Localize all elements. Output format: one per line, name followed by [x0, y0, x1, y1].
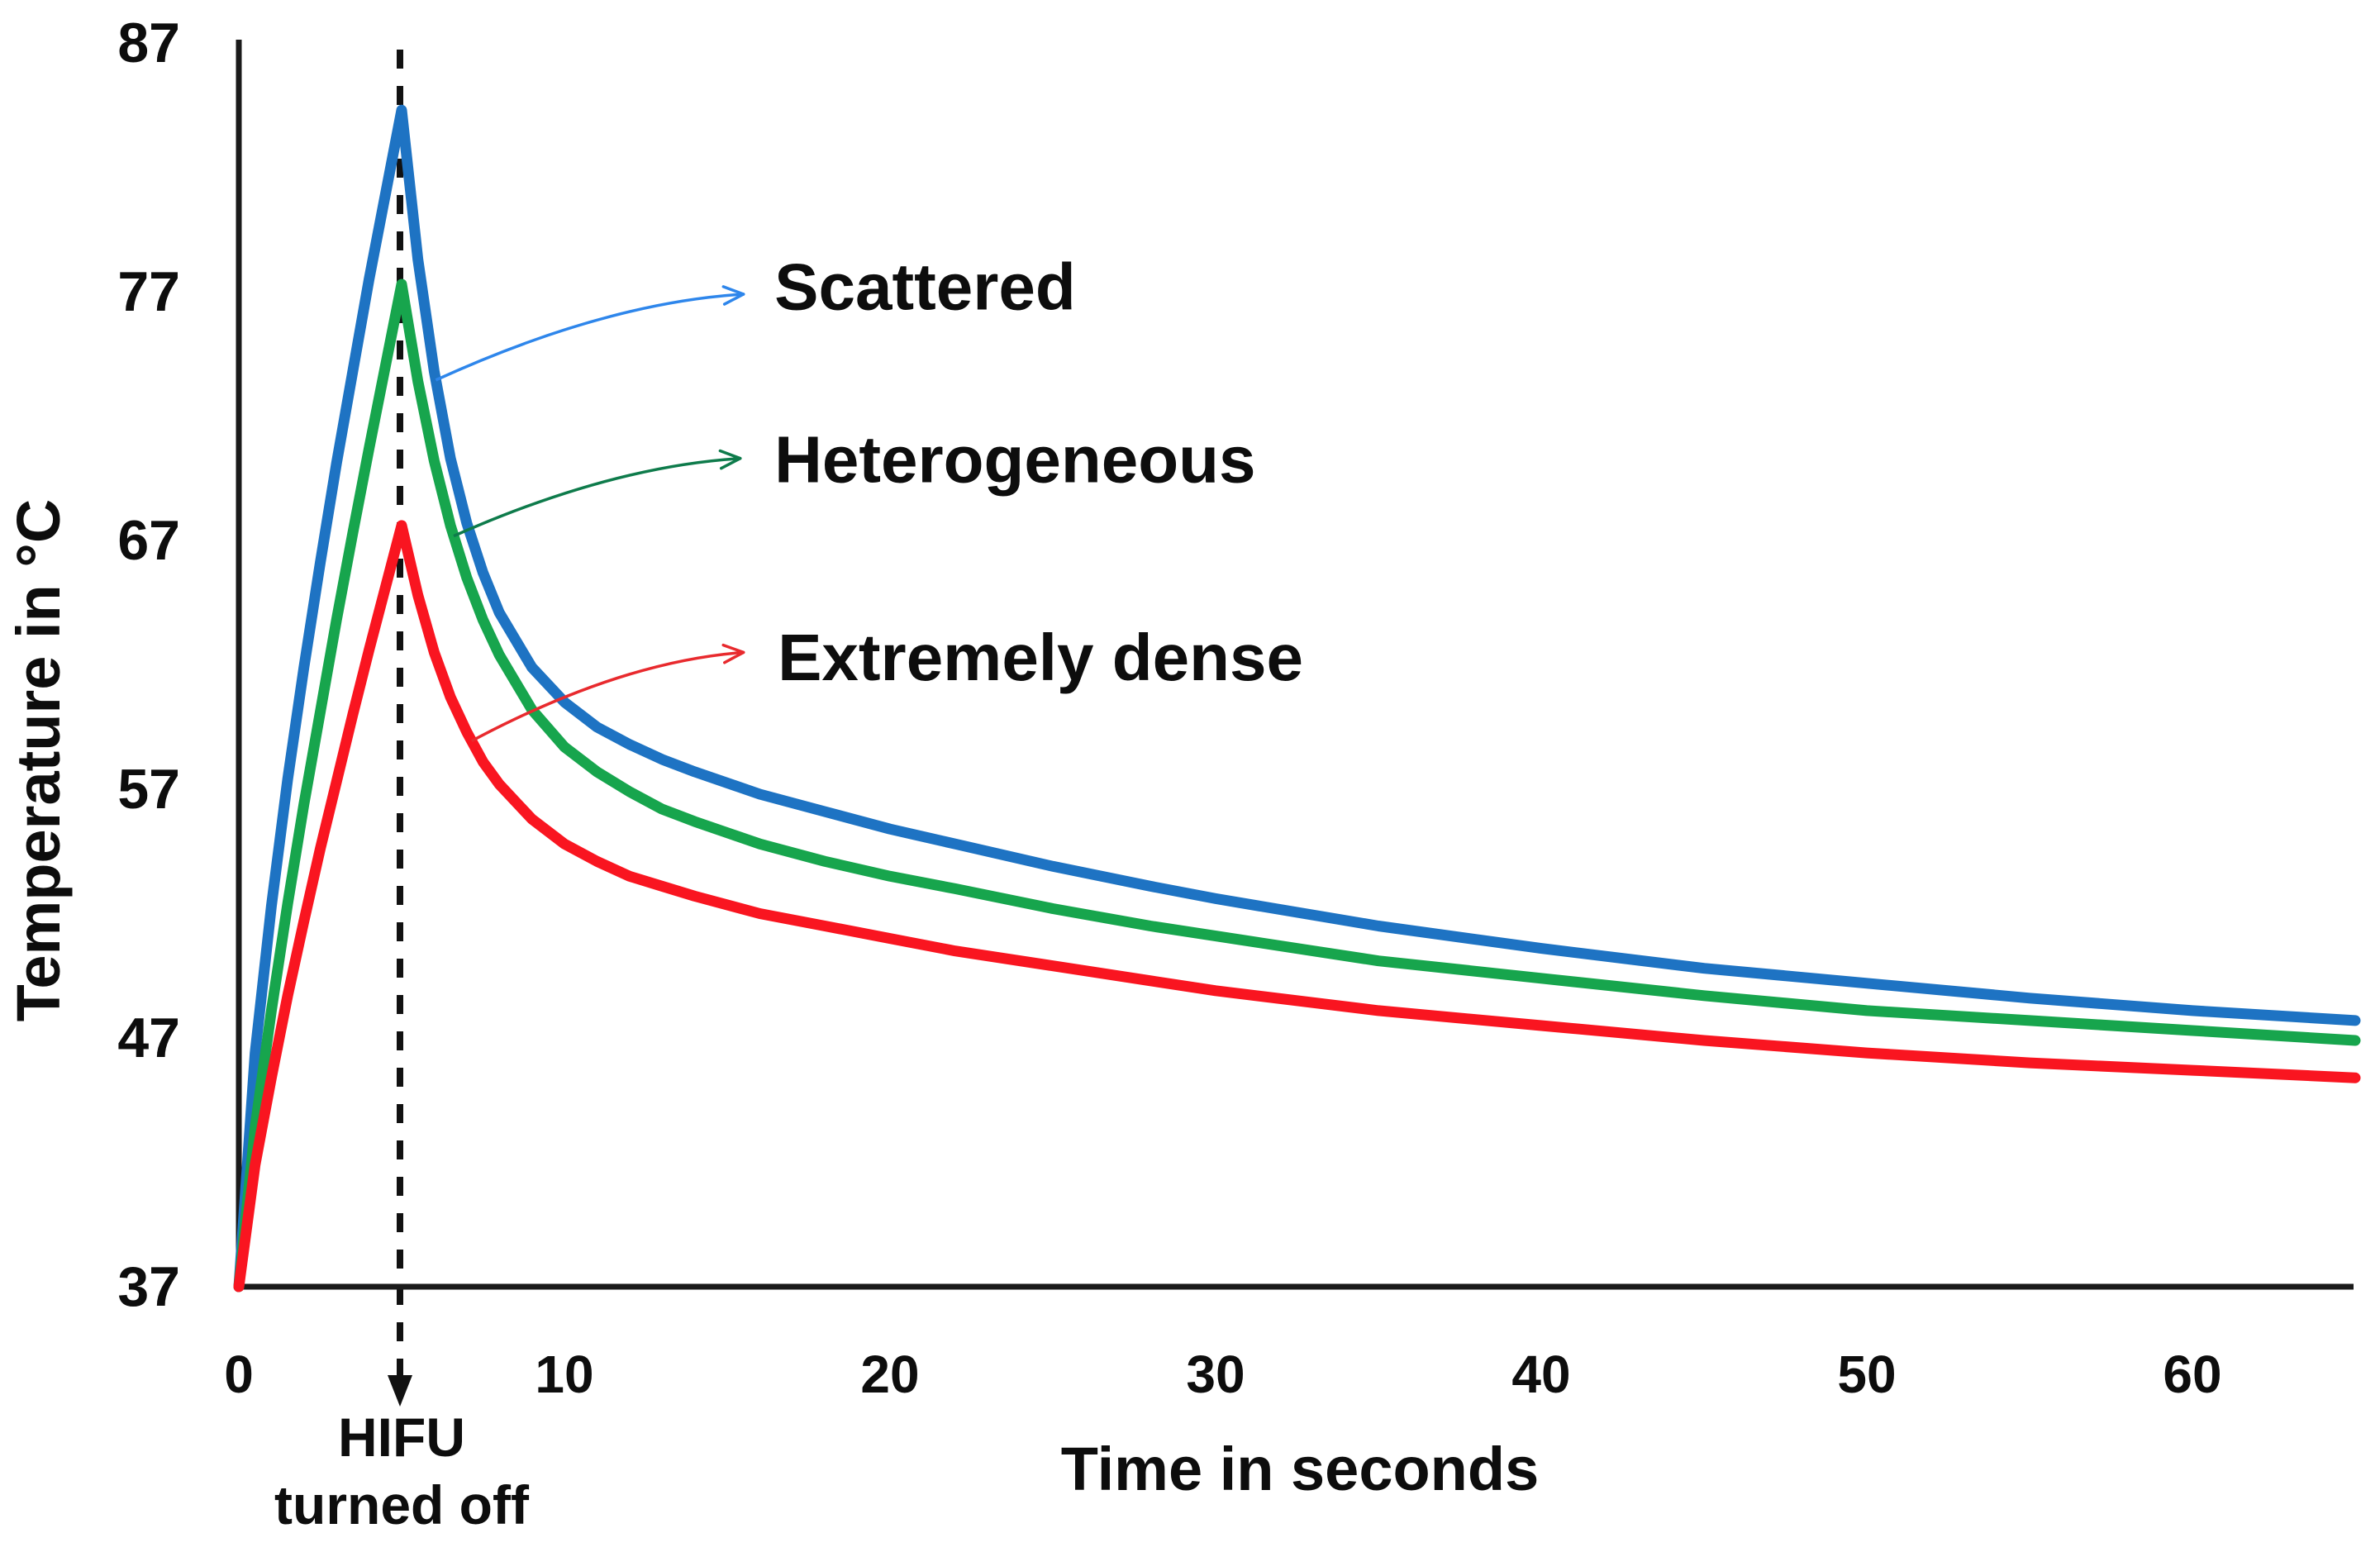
y-tick-label-67: 67 — [117, 509, 180, 572]
callout-arrow-scattered — [435, 293, 744, 382]
x-tick-label-0: 0 — [224, 1345, 254, 1404]
y-tick-label-47: 47 — [117, 1007, 180, 1069]
callout-arrowhead-icon — [719, 456, 742, 470]
y-tick-label-57: 57 — [117, 758, 180, 821]
x-tick-label-40: 40 — [1511, 1345, 1570, 1404]
series-label-extremely-dense: Extremely dense — [778, 621, 1303, 694]
y-axis-tick-labels: 37 47 57 67 77 87 — [117, 12, 180, 1318]
y-tick-label-77: 77 — [117, 260, 180, 323]
callout-arrows-layer — [435, 285, 745, 743]
series-label-heterogeneous: Heterogeneous — [774, 423, 1255, 497]
callout-arrowhead-icon — [722, 293, 745, 306]
axes-group — [236, 40, 2354, 1290]
x-tick-label-50: 50 — [1837, 1345, 1896, 1404]
callout-arrow-heterogeneous — [453, 456, 740, 538]
x-axis-tick-labels: 0 10 20 30 40 50 60 — [224, 1345, 2221, 1404]
series-label-scattered: Scattered — [774, 250, 1076, 323]
hifu-caption-line2: turned off — [274, 1474, 530, 1535]
y-tick-label-87: 87 — [117, 12, 180, 74]
x-tick-label-20: 20 — [860, 1345, 919, 1404]
callout-arrowhead-icon — [721, 285, 745, 296]
callout-arrowhead-icon — [721, 643, 745, 655]
callout-arrowhead-icon — [723, 650, 745, 664]
x-tick-label-30: 30 — [1186, 1345, 1245, 1404]
series-line-scattered — [233, 104, 2361, 1293]
x-tick-label-10: 10 — [535, 1345, 593, 1404]
hifu-off-arrowhead-icon — [388, 1375, 412, 1407]
series-line-heterogeneous — [233, 279, 2361, 1293]
callout-arrow-extremely-dense — [470, 650, 744, 743]
x-axis-title: Time in seconds — [1061, 1435, 1540, 1503]
series-line-extremely-dense — [233, 520, 2361, 1293]
callout-arrowhead-icon — [718, 449, 742, 460]
x-tick-label-60: 60 — [2163, 1345, 2221, 1404]
hifu-event-line-group — [388, 50, 412, 1407]
y-axis-title: Temperature in °C — [4, 499, 73, 1022]
y-tick-label-37: 37 — [117, 1255, 180, 1318]
series-curves-layer — [233, 104, 2361, 1293]
hifu-caption-line1: HIFU — [338, 1407, 465, 1468]
